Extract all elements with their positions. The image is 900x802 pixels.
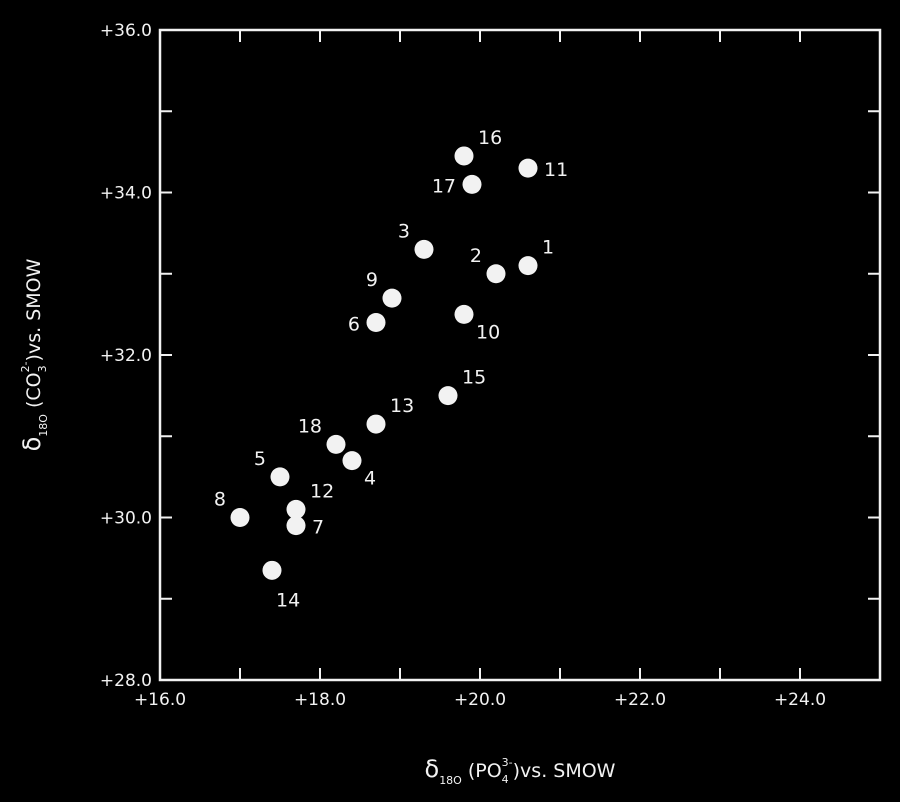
x-axis-label-symbol: δ (425, 755, 440, 783)
data-point-9 (382, 288, 402, 308)
data-point-3 (414, 239, 434, 259)
y-axis-label-symbol: δ (18, 437, 46, 452)
data-point-10 (454, 304, 474, 324)
point-label-9: 9 (366, 269, 378, 291)
data-point-14 (262, 560, 282, 580)
data-point-6 (366, 313, 386, 332)
point-label-6: 6 (348, 314, 360, 336)
data-point-17 (462, 174, 482, 194)
y-axis-label: δ18O (CO3 2-)vs. SMOW (18, 258, 50, 451)
point-label-12: 12 (310, 480, 334, 502)
point-label-5: 5 (254, 448, 266, 470)
y-tick-label: +32.0 (100, 346, 152, 366)
point-label-2: 2 (470, 245, 482, 267)
x-axis-label-suffix: )vs. SMOW (513, 760, 616, 782)
data-point-1 (518, 256, 538, 276)
point-label-11: 11 (544, 159, 568, 181)
y-tick-label: +30.0 (100, 509, 152, 529)
axis-ticks (159, 29, 881, 681)
data-point-5 (270, 467, 290, 487)
point-label-16: 16 (478, 127, 502, 149)
x-tick-label: +16.0 (134, 690, 186, 710)
y-axis-label-species-sup: 2- (19, 361, 32, 372)
data-point-11 (518, 158, 538, 178)
data-point-18 (326, 434, 346, 454)
y-axis-label-suffix: )vs. SMOW (23, 258, 45, 361)
axis-tick-labels: +16.0 +18.0 +20.0 +22.0 +24.0 +28.0 +30.0 +32.0… (100, 21, 826, 710)
y-axis-label-species-sub: 3 (36, 365, 49, 372)
x-axis-label-symbol-sub: 18O (439, 774, 462, 787)
x-axis-label-species-sub: 4 (502, 773, 509, 786)
point-label-4: 4 (364, 468, 376, 490)
point-label-13: 13 (390, 395, 414, 417)
data-point-2 (486, 264, 506, 284)
data-point-4 (342, 451, 362, 471)
x-tick-label: +18.0 (294, 690, 346, 710)
data-point-13 (366, 414, 386, 434)
point-label-1: 1 (542, 237, 554, 259)
x-tick-label: +20.0 (454, 690, 506, 710)
x-tick-label: +22.0 (614, 690, 666, 710)
y-tick-label: +34.0 (100, 184, 152, 204)
x-axis-label-species: (PO (468, 760, 502, 782)
y-axis-label-species: (CO (23, 372, 45, 408)
point-label-15: 15 (462, 367, 486, 389)
point-label-10: 10 (476, 321, 500, 343)
x-tick-label: +24.0 (774, 690, 826, 710)
y-axis-label-symbol-sub: 18O (37, 414, 50, 437)
point-label-7: 7 (312, 517, 324, 539)
point-label-8: 8 (214, 489, 226, 511)
data-point-15 (438, 386, 458, 406)
y-tick-label: +36.0 (100, 21, 152, 41)
data-point-16 (454, 146, 474, 166)
data-point-8 (230, 508, 250, 527)
data-point-7 (286, 516, 306, 536)
point-label-17: 17 (432, 175, 456, 197)
data-points (230, 146, 538, 580)
point-label-3: 3 (398, 220, 410, 242)
x-axis-label-species-sup: 3- (502, 756, 513, 769)
data-point-12 (286, 499, 306, 519)
point-label-14: 14 (276, 589, 300, 611)
point-label-18: 18 (298, 415, 322, 437)
x-axis-label: δ18O (PO4 3-)vs. SMOW (425, 755, 616, 787)
y-tick-label: +28.0 (100, 671, 152, 691)
